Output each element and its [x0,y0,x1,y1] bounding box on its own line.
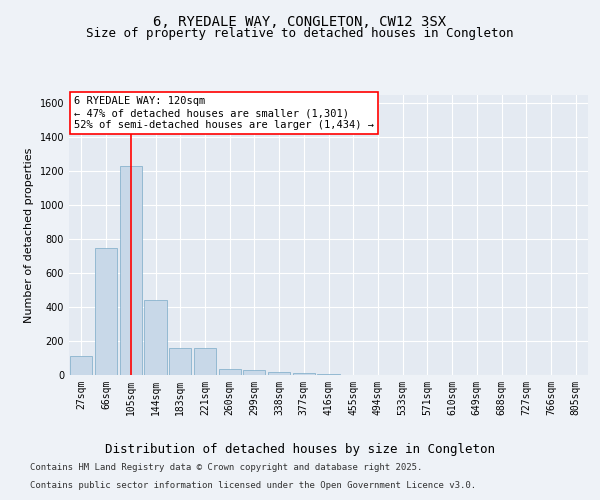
Bar [243,370,265,375]
Text: Size of property relative to detached houses in Congleton: Size of property relative to detached ho… [86,28,514,40]
Bar [317,374,340,375]
Text: Contains HM Land Registry data © Crown copyright and database right 2025.: Contains HM Land Registry data © Crown c… [30,464,422,472]
Bar [119,166,142,375]
Bar [194,348,216,375]
Bar [268,372,290,375]
Text: 6, RYEDALE WAY, CONGLETON, CW12 3SX: 6, RYEDALE WAY, CONGLETON, CW12 3SX [154,15,446,29]
Bar [145,300,167,375]
Bar [218,369,241,375]
Bar [70,356,92,375]
Text: Contains public sector information licensed under the Open Government Licence v3: Contains public sector information licen… [30,481,476,490]
Bar [95,248,117,375]
Y-axis label: Number of detached properties: Number of detached properties [24,148,34,322]
Text: Distribution of detached houses by size in Congleton: Distribution of detached houses by size … [105,442,495,456]
Text: 6 RYEDALE WAY: 120sqm
← 47% of detached houses are smaller (1,301)
52% of semi-d: 6 RYEDALE WAY: 120sqm ← 47% of detached … [74,96,374,130]
Bar [169,348,191,375]
Bar [293,373,315,375]
